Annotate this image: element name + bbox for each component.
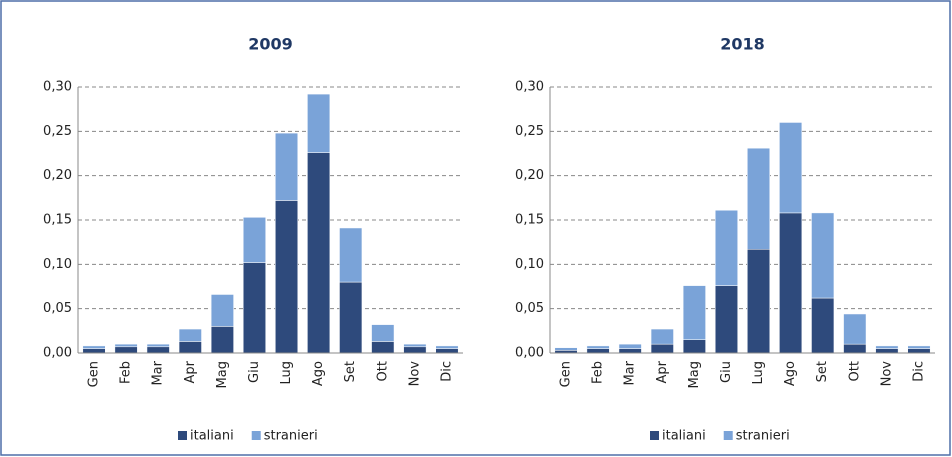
x-tick-label: Feb <box>591 361 606 384</box>
bar-segment <box>714 209 738 286</box>
bar-segment <box>371 341 395 354</box>
y-tick-label: 0,20 <box>43 168 72 183</box>
legend-label: stranieri <box>264 429 318 444</box>
bar-segment <box>650 343 674 354</box>
x-tick-label: Gen <box>87 361 102 387</box>
bar-segment <box>210 294 234 327</box>
bar-segment <box>682 339 706 354</box>
bar-segment <box>779 212 803 354</box>
bar-segment <box>618 343 642 349</box>
bar-segment <box>907 348 931 354</box>
bar-segment <box>779 122 803 214</box>
x-tick-label: Set <box>815 361 830 382</box>
legend-swatch <box>650 431 659 440</box>
x-tick-label: Set <box>343 361 358 382</box>
bar-segment <box>747 147 771 250</box>
y-tick-label: 0,25 <box>515 124 544 139</box>
x-tick-label: Lug <box>279 361 294 385</box>
x-tick-label: Mar <box>623 360 638 385</box>
bar-segment <box>907 345 931 349</box>
x-tick-label: Mag <box>687 361 702 388</box>
bar-segment <box>242 262 266 354</box>
x-tick-label: Dic <box>911 361 926 382</box>
chart-title: 2009 <box>248 35 293 54</box>
bar-segment <box>618 348 642 354</box>
x-tick-label: Lug <box>751 361 766 385</box>
y-tick-label: 0,10 <box>43 257 72 272</box>
bar-segment <box>586 345 610 349</box>
chart-title: 2018 <box>720 35 765 54</box>
bar-segment <box>682 285 706 340</box>
y-tick-label: 0,20 <box>515 168 544 183</box>
x-tick-label: Feb <box>119 361 134 384</box>
legend-label: italiani <box>662 429 706 444</box>
bar-segment <box>843 313 867 345</box>
legend-swatch <box>251 431 261 440</box>
bar-segment <box>811 212 835 299</box>
x-tick-label: Mar <box>151 360 166 385</box>
bar-segment <box>178 328 202 342</box>
bar-segment <box>811 297 835 354</box>
bar-segment <box>339 281 363 354</box>
legend-label: italiani <box>190 429 234 444</box>
bar-segment <box>307 93 331 153</box>
bar-segment <box>843 343 867 354</box>
y-tick-label: 0,00 <box>43 346 72 361</box>
y-tick-label: 0,30 <box>515 80 544 95</box>
y-tick-label: 0,10 <box>515 257 544 272</box>
bar-segment <box>114 343 138 348</box>
y-tick-label: 0,00 <box>515 346 544 361</box>
bar-segment <box>586 348 610 354</box>
bar-segment <box>403 343 427 348</box>
bar-segment <box>146 346 170 354</box>
bar-segment <box>210 326 234 354</box>
bar-segment <box>403 346 427 354</box>
bar-segment <box>554 347 578 351</box>
x-tick-label: Gen <box>559 361 574 387</box>
x-tick-label: Ott <box>847 361 862 381</box>
bar-segment <box>435 345 459 349</box>
bar-segment <box>747 249 771 354</box>
bar-segment <box>275 132 299 201</box>
legend-label: stranieri <box>736 429 790 444</box>
bar-segment <box>650 328 674 345</box>
bar-segment <box>339 227 363 283</box>
bar-segment <box>875 348 899 354</box>
x-tick-label: Ago <box>783 361 798 386</box>
bar-segment <box>82 345 106 349</box>
bar-segment <box>307 152 331 354</box>
x-tick-label: Ago <box>311 361 326 386</box>
y-tick-label: 0,05 <box>43 301 72 316</box>
x-tick-label: Apr <box>183 360 198 383</box>
y-tick-label: 0,05 <box>515 301 544 316</box>
bar-segment <box>435 348 459 354</box>
legend-swatch <box>723 431 733 440</box>
x-tick-label: Ott <box>375 361 390 381</box>
x-tick-label: Nov <box>879 361 894 387</box>
bar-segment <box>178 341 202 354</box>
y-tick-label: 0,25 <box>43 124 72 139</box>
x-tick-label: Dic <box>439 361 454 382</box>
x-tick-label: Nov <box>407 361 422 387</box>
y-tick-label: 0,15 <box>43 213 72 228</box>
x-tick-label: Apr <box>655 360 670 383</box>
bar-segment <box>82 348 106 354</box>
bar-segment <box>242 217 266 263</box>
y-tick-label: 0,15 <box>515 213 544 228</box>
x-tick-label: Giu <box>719 361 734 383</box>
y-tick-label: 0,30 <box>43 80 72 95</box>
legend-swatch <box>178 431 187 440</box>
bar-segment <box>714 285 738 354</box>
x-tick-label: Mag <box>215 361 230 388</box>
bar-segment <box>114 346 138 354</box>
bar-segment <box>146 343 170 348</box>
bar-segment <box>371 324 395 342</box>
x-tick-label: Giu <box>247 361 262 383</box>
bar-segment <box>275 200 299 354</box>
bar-segment <box>875 345 899 349</box>
